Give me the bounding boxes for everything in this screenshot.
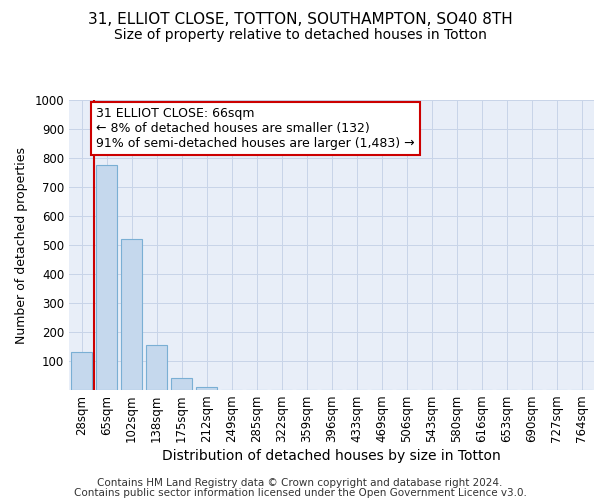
Bar bbox=[196, 386, 217, 390]
Text: Contains public sector information licensed under the Open Government Licence v3: Contains public sector information licen… bbox=[74, 488, 526, 498]
Bar bbox=[96, 166, 117, 390]
Text: Size of property relative to detached houses in Totton: Size of property relative to detached ho… bbox=[113, 28, 487, 42]
Bar bbox=[146, 345, 167, 390]
Text: Contains HM Land Registry data © Crown copyright and database right 2024.: Contains HM Land Registry data © Crown c… bbox=[97, 478, 503, 488]
Bar bbox=[71, 352, 92, 390]
Y-axis label: Number of detached properties: Number of detached properties bbox=[14, 146, 28, 344]
Bar bbox=[171, 378, 192, 390]
X-axis label: Distribution of detached houses by size in Totton: Distribution of detached houses by size … bbox=[162, 450, 501, 464]
Text: 31, ELLIOT CLOSE, TOTTON, SOUTHAMPTON, SO40 8TH: 31, ELLIOT CLOSE, TOTTON, SOUTHAMPTON, S… bbox=[88, 12, 512, 28]
Text: 31 ELLIOT CLOSE: 66sqm
← 8% of detached houses are smaller (132)
91% of semi-det: 31 ELLIOT CLOSE: 66sqm ← 8% of detached … bbox=[96, 108, 415, 150]
Bar bbox=[121, 238, 142, 390]
